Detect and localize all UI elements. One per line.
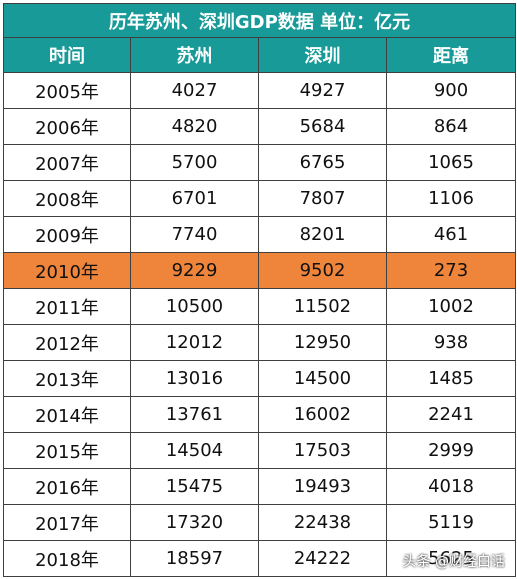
cell-shenzhen: 16002 [258, 396, 387, 433]
cell-year: 2006年 [3, 108, 131, 145]
column-header-gap: 距离 [386, 37, 516, 73]
table-row: 2014年 13761 16002 2241 [3, 396, 516, 433]
cell-gap: 864 [386, 108, 516, 145]
table-row: 2016年 15475 19493 4018 [3, 468, 516, 505]
cell-gap: 1002 [386, 288, 516, 325]
cell-gap: 2999 [386, 432, 516, 469]
cell-gap: 1106 [386, 180, 516, 217]
cell-shenzhen: 5684 [258, 108, 387, 145]
cell-shenzhen: 8201 [258, 216, 387, 253]
cell-suzhou: 12012 [130, 324, 259, 361]
cell-gap: 1485 [386, 360, 516, 397]
cell-gap: 938 [386, 324, 516, 361]
table-row: 2009年 7740 8201 461 [3, 216, 516, 253]
cell-suzhou: 14504 [130, 432, 259, 469]
table-body: 2005年 4027 4927 900 2006年 4820 5684 864 2007年 570… [3, 72, 516, 577]
cell-gap: 900 [386, 72, 516, 109]
cell-suzhou: 18597 [130, 540, 259, 577]
cell-suzhou: 13761 [130, 396, 259, 433]
table-row: 2013年 13016 14500 1485 [3, 360, 516, 397]
cell-year: 2005年 [3, 72, 131, 109]
cell-year: 2011年 [3, 288, 131, 325]
cell-gap: 461 [386, 216, 516, 253]
table-row: 2017年 17320 22438 5119 [3, 504, 516, 541]
cell-gap: 1065 [386, 144, 516, 181]
column-header-shenzhen: 深圳 [258, 37, 387, 73]
table-row: 2018年 18597 24222 5625 [3, 540, 516, 577]
table-row: 2005年 4027 4927 900 [3, 72, 516, 109]
cell-year: 2008年 [3, 180, 131, 217]
cell-shenzhen: 6765 [258, 144, 387, 181]
table-row: 2007年 5700 6765 1065 [3, 144, 516, 181]
cell-gap: 273 [386, 252, 516, 289]
cell-year: 2010年 [3, 252, 131, 289]
table-row: 2012年 12012 12950 938 [3, 324, 516, 361]
cell-year: 2013年 [3, 360, 131, 397]
cell-suzhou: 4027 [130, 72, 259, 109]
cell-year: 2007年 [3, 144, 131, 181]
cell-suzhou: 9229 [130, 252, 259, 289]
cell-shenzhen: 17503 [258, 432, 387, 469]
column-header-year: 时间 [3, 37, 131, 73]
table-row: 2015年 14504 17503 2999 [3, 432, 516, 469]
cell-shenzhen: 19493 [258, 468, 387, 505]
cell-shenzhen: 12950 [258, 324, 387, 361]
cell-year: 2012年 [3, 324, 131, 361]
cell-suzhou: 6701 [130, 180, 259, 217]
cell-shenzhen: 7807 [258, 180, 387, 217]
cell-shenzhen: 4927 [258, 72, 387, 109]
cell-suzhou: 15475 [130, 468, 259, 505]
cell-shenzhen: 9502 [258, 252, 387, 289]
cell-suzhou: 4820 [130, 108, 259, 145]
cell-year: 2009年 [3, 216, 131, 253]
cell-suzhou: 10500 [130, 288, 259, 325]
table-row: 2008年 6701 7807 1106 [3, 180, 516, 217]
gdp-table: 历年苏州、深圳GDP数据 单位：亿元 时间 苏州 深圳 距离 2005年 4027… [3, 3, 516, 577]
cell-shenzhen: 22438 [258, 504, 387, 541]
cell-year: 2018年 [3, 540, 131, 577]
cell-gap: 5119 [386, 504, 516, 541]
cell-gap: 5625 [386, 540, 516, 577]
cell-suzhou: 7740 [130, 216, 259, 253]
header-row: 时间 苏州 深圳 距离 [3, 37, 516, 73]
cell-shenzhen: 11502 [258, 288, 387, 325]
cell-year: 2016年 [3, 468, 131, 505]
cell-shenzhen: 14500 [258, 360, 387, 397]
watermark: 头条 @财经白话 [402, 554, 505, 570]
cell-year: 2015年 [3, 432, 131, 469]
cell-gap: 4018 [386, 468, 516, 505]
title-row: 历年苏州、深圳GDP数据 单位：亿元 [3, 3, 516, 38]
table-row: 2011年 10500 11502 1002 [3, 288, 516, 325]
cell-gap: 2241 [386, 396, 516, 433]
cell-shenzhen: 24222 [258, 540, 387, 577]
cell-suzhou: 13016 [130, 360, 259, 397]
cell-suzhou: 5700 [130, 144, 259, 181]
cell-suzhou: 17320 [130, 504, 259, 541]
column-header-suzhou: 苏州 [130, 37, 259, 73]
cell-year: 2017年 [3, 504, 131, 541]
table-title: 历年苏州、深圳GDP数据 单位：亿元 [3, 3, 516, 38]
cell-year: 2014年 [3, 396, 131, 433]
table-row: 2006年 4820 5684 864 [3, 108, 516, 145]
table-row: 2010年 9229 9502 273 [3, 252, 516, 289]
